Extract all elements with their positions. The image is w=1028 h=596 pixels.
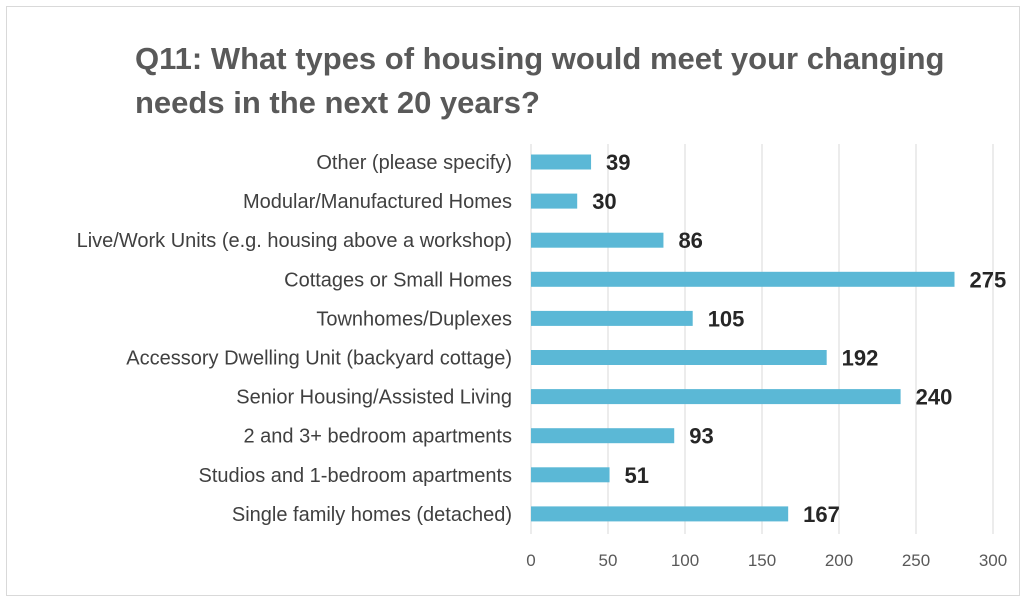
category-label: Other (please specify) [316, 152, 512, 174]
data-label: 240 [916, 385, 953, 410]
bar [531, 389, 901, 405]
x-tick-label: 50 [599, 551, 618, 570]
data-label: 93 [689, 424, 713, 449]
category-label: Live/Work Units (e.g. housing above a wo… [77, 230, 512, 252]
data-label: 39 [606, 150, 630, 175]
data-label: 30 [592, 189, 616, 214]
chart-frame: Q11: What types of housing would meet yo… [6, 6, 1020, 596]
bar [531, 271, 955, 287]
category-label: Accessory Dwelling Unit (backyard cottag… [126, 348, 512, 370]
data-label: 86 [678, 228, 702, 253]
data-label: 192 [842, 346, 879, 371]
chart-title: Q11: What types of housing would meet yo… [135, 41, 945, 120]
category-label: Studios and 1-bedroom apartments [198, 465, 512, 487]
bar-chart: Other (please specify) Modular/Manufactur… [77, 144, 1007, 570]
data-label: 105 [708, 306, 745, 331]
category-label: Townhomes/Duplexes [316, 308, 512, 330]
x-tick-label: 300 [979, 551, 1007, 570]
category-label: Modular/Manufactured Homes [243, 191, 512, 213]
bar [531, 350, 827, 365]
x-tick-label: 100 [671, 551, 699, 570]
bar [531, 232, 664, 248]
bar [531, 154, 592, 170]
category-label: 2 and 3+ bedroom apartments [243, 426, 512, 448]
bar [531, 428, 675, 444]
bar [531, 506, 789, 522]
bar [531, 310, 693, 326]
data-label: 51 [625, 463, 649, 488]
category-label: Single family homes (detached) [232, 504, 512, 526]
x-tick-label: 250 [902, 551, 930, 570]
x-tick-label: 200 [825, 551, 853, 570]
bar [531, 467, 610, 483]
bars [531, 154, 955, 522]
category-labels: Other (please specify) Modular/Manufactur… [77, 152, 512, 526]
category-label: Senior Housing/Assisted Living [236, 387, 512, 409]
data-label: 275 [970, 267, 1007, 292]
x-axis-ticks: 0 50 100 150 200 250 300 [526, 551, 1007, 570]
bar [531, 193, 578, 209]
category-label: Cottages or Small Homes [284, 269, 512, 291]
x-tick-label: 0 [526, 551, 535, 570]
data-label: 167 [803, 502, 840, 527]
data-labels: 39 30 86 275 105 192 240 93 51 167 [592, 150, 1006, 527]
x-tick-label: 150 [748, 551, 776, 570]
